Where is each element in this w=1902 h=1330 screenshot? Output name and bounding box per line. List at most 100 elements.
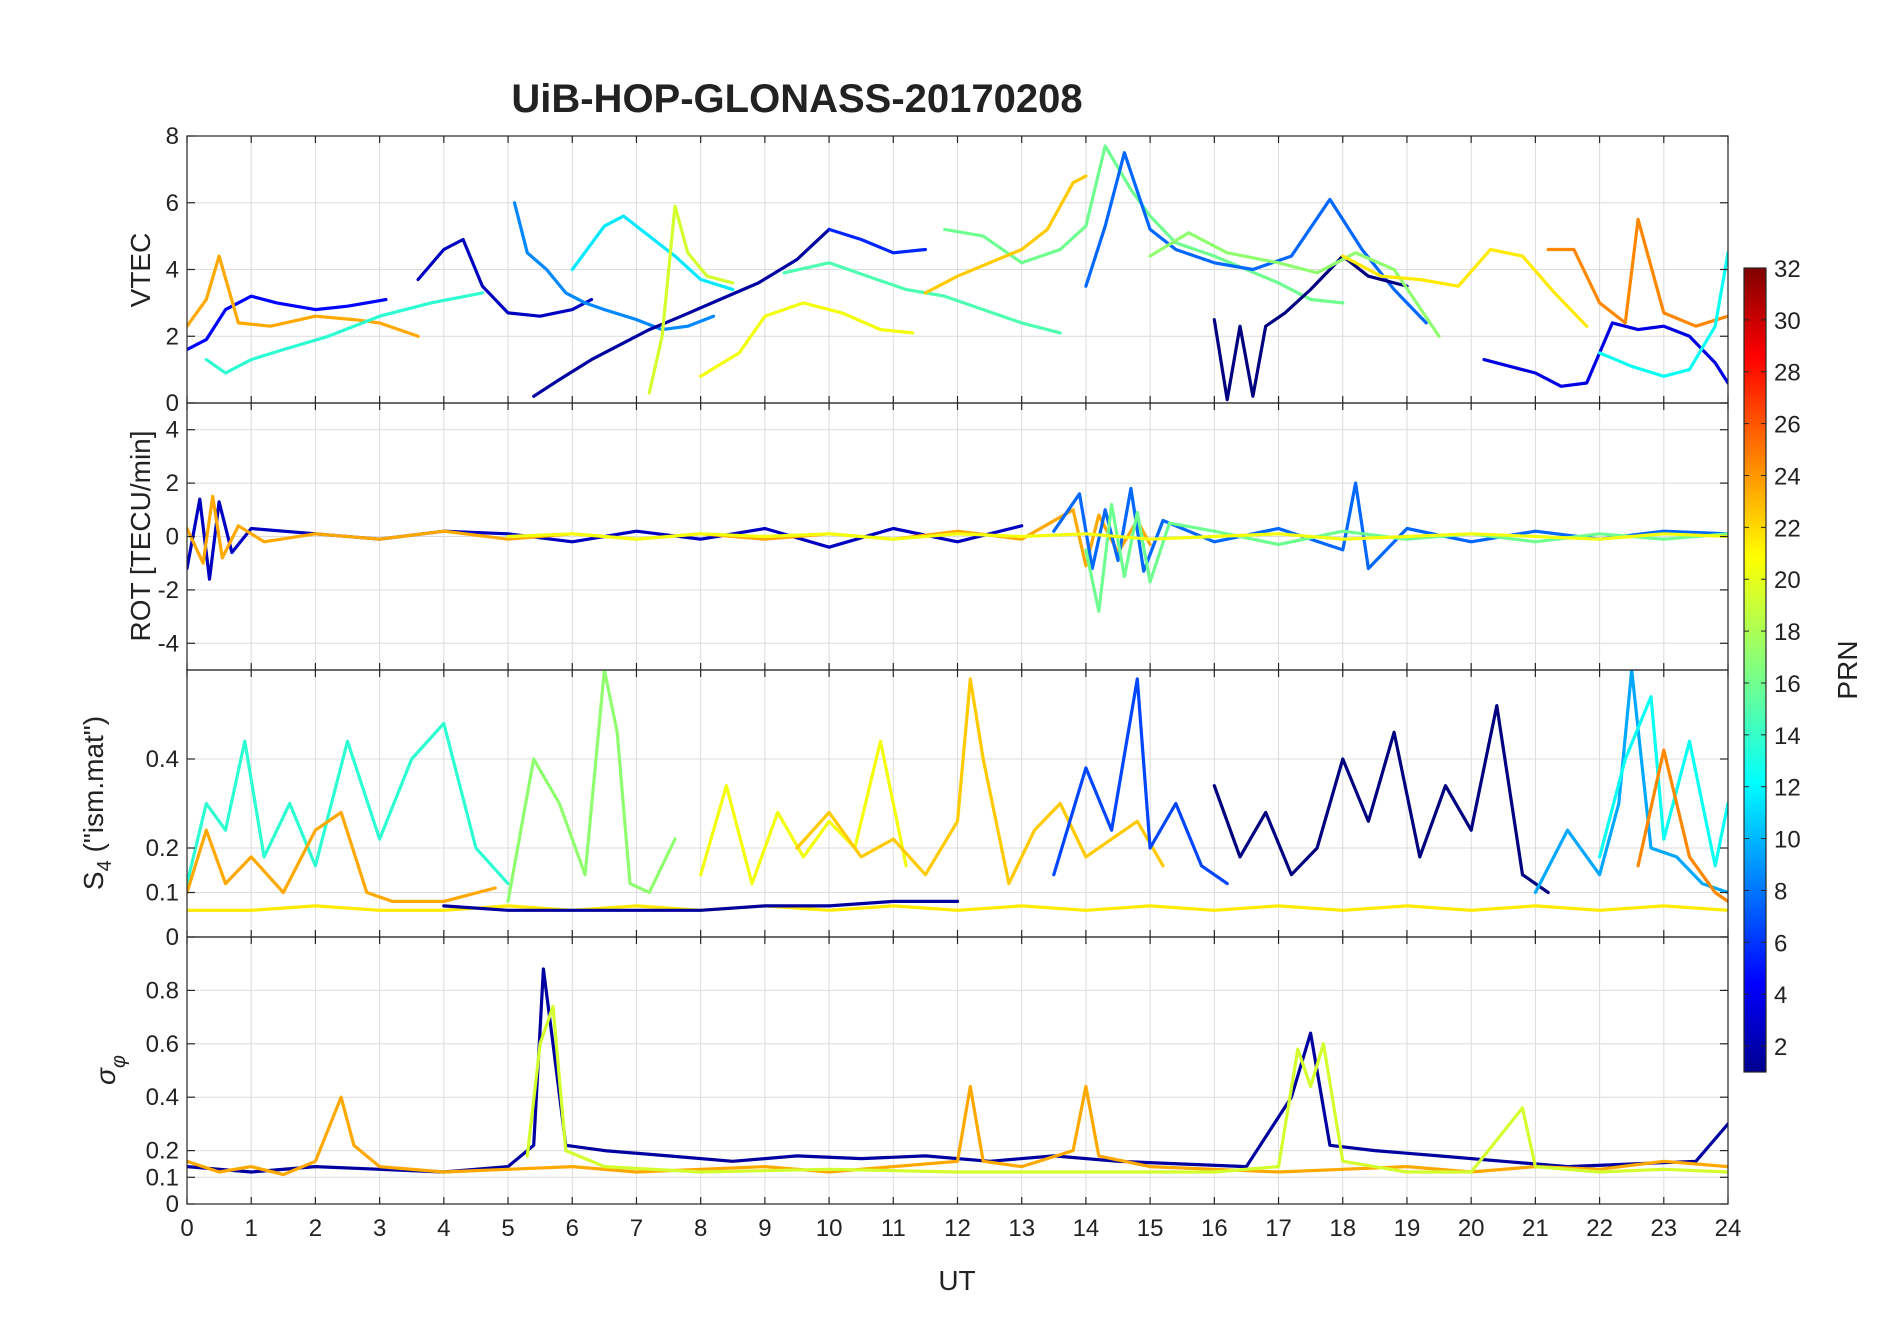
s4-ylabel: S4 ("ism.mat") (78, 716, 116, 890)
y-tick-label: 0.1 (146, 1164, 179, 1191)
prn-23-trace (187, 254, 420, 338)
x-tick-label: 19 (1394, 1215, 1421, 1242)
y-tick-label: -4 (158, 630, 179, 657)
prn-4-trace (1482, 321, 1728, 388)
y-tick-label: 0 (166, 524, 179, 551)
y-tick-label: 6 (166, 190, 179, 217)
prn-15-trace (782, 261, 1062, 335)
prn-12-trace (570, 214, 735, 292)
prn-2-trace (187, 967, 1728, 1174)
x-tick-label: 7 (630, 1215, 643, 1242)
x-tick-label: 18 (1329, 1215, 1356, 1242)
x-tick-label: 15 (1137, 1215, 1164, 1242)
prn-8-trace (1084, 151, 1428, 325)
prn-17-trace (506, 670, 677, 903)
y-tick-label: 4 (166, 257, 179, 284)
x-tick-label: 12 (944, 1215, 971, 1242)
prn-7-trace (1052, 677, 1229, 886)
colorbar-tick-label: 30 (1774, 308, 1801, 335)
prn-2-trace (442, 899, 960, 912)
prn-20-trace (506, 532, 1728, 541)
prn-1-trace (1212, 254, 1409, 402)
colorbar-tick-label: 32 (1774, 256, 1801, 283)
x-tick-label: 21 (1522, 1215, 1549, 1242)
colorbar-tick-label: 6 (1774, 930, 1787, 957)
x-tick-label: 24 (1715, 1215, 1742, 1242)
x-tick-label: 4 (437, 1215, 450, 1242)
colorbar-tick-label: 2 (1774, 1034, 1787, 1061)
prn-17-trace (1148, 231, 1441, 338)
prn-3-trace (187, 497, 1024, 581)
y-tick-label: 2 (166, 323, 179, 350)
x-tick-label: 3 (373, 1215, 386, 1242)
s4-panel: 0 0.1 0.2 0.4 S4 ("ism.mat") (78, 669, 1729, 951)
prn-3-trace (416, 237, 594, 318)
x-tick-label: 6 (566, 1215, 579, 1242)
colorbar-tick-label: 28 (1774, 360, 1801, 387)
colorbar-tick-label: 12 (1774, 775, 1801, 802)
y-tick-label: 8 (166, 123, 179, 150)
x-tick-label: 5 (501, 1215, 514, 1242)
y-tick-label: 0 (166, 1191, 179, 1218)
y-tick-label: 4 (166, 417, 179, 444)
prn-21-trace (1341, 247, 1589, 328)
y-tick-label: 2 (166, 470, 179, 497)
prn-20-trace (699, 301, 915, 378)
rot-ylabel: ROT [TECU/min] (125, 430, 156, 641)
colorbar-tick-label: 10 (1774, 827, 1801, 854)
chart-title: UiB-HOP-GLONASS-20170208 (511, 77, 1082, 121)
y-tick-label: -2 (158, 577, 179, 604)
prn-23-trace (187, 810, 497, 903)
colorbar-tick-label: 8 (1774, 878, 1787, 905)
prn-19-trace (647, 204, 735, 395)
rot-panel: -4 -2 0 2 4 ROT [TECU/min] (125, 402, 1729, 671)
x-axis-label: UT (938, 1265, 975, 1296)
prn-6-trace (827, 227, 927, 255)
x-tick-label: 2 (309, 1215, 322, 1242)
prn-20-trace (699, 739, 908, 886)
prn-1-trace (1212, 704, 1550, 895)
y-tick-label: 0.1 (146, 880, 179, 907)
x-tick-label: 17 (1265, 1215, 1292, 1242)
y-tick-label: 0.6 (146, 1031, 179, 1058)
colorbar-tick-label: 4 (1774, 982, 1787, 1009)
prn-22-trace (795, 677, 1165, 886)
colorbar-tick-label: 18 (1774, 619, 1801, 646)
prn-21-trace (187, 904, 1728, 912)
prn-9-trace (512, 201, 716, 332)
prn-14-trace (187, 721, 510, 886)
prn-13-trace (1598, 695, 1728, 868)
prn-14-trace (204, 291, 484, 375)
x-tick-label: 0 (180, 1215, 193, 1242)
prn-10-trace (1533, 670, 1728, 895)
x-tick-label: 8 (694, 1215, 707, 1242)
x-tick-label: 10 (816, 1215, 843, 1242)
prn-5-trace (187, 294, 388, 352)
prn-24-trace (1636, 748, 1728, 903)
prn-24-trace (1546, 217, 1728, 328)
y-tick-label: 0.2 (146, 1138, 179, 1165)
colorbar-tick-label: 22 (1774, 515, 1801, 542)
vtec-panel: 0 2 4 6 8 VTEC (125, 123, 1729, 417)
y-tick-label: 0 (166, 390, 179, 417)
colorbar-tick-label: 26 (1774, 412, 1801, 439)
prn-22-trace (923, 174, 1088, 295)
y-tick-label: 0.4 (146, 746, 179, 773)
x-tick-label: 20 (1458, 1215, 1485, 1242)
x-tick-label: 9 (758, 1215, 771, 1242)
vtec-ylabel: VTEC (125, 233, 156, 308)
y-tick-label: 0.2 (146, 835, 179, 862)
x-tick-label: 23 (1650, 1215, 1677, 1242)
prn-13-trace (1598, 251, 1728, 378)
x-tick-label: 22 (1586, 1215, 1613, 1242)
prn-16-trace (943, 144, 1345, 305)
x-tick-label: 16 (1201, 1215, 1228, 1242)
colorbar-label: PRN (1832, 640, 1863, 699)
sigma-phi-panel: 00.10.20.40.60.80 1 2 3 4 5 6 7 8 9 10 11 12 13 14 15 16… (90, 936, 1742, 1242)
colorbar-tick-label: 24 (1774, 463, 1801, 490)
x-tick-label: 11 (881, 1215, 906, 1242)
prn-19-trace (525, 1004, 1728, 1174)
y-tick-label: 0.4 (146, 1084, 179, 1111)
